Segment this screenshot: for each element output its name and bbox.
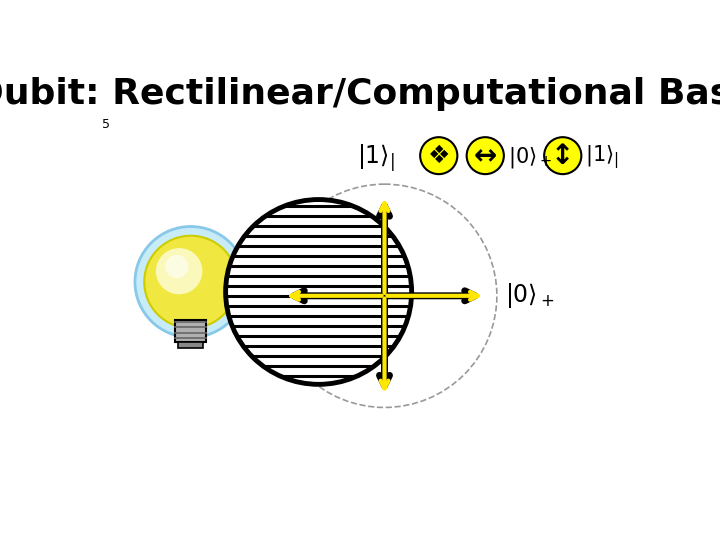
Text: $|1\rangle_|$: $|1\rangle_|$ (585, 144, 619, 171)
Text: ↕: ↕ (551, 143, 575, 171)
Circle shape (544, 137, 581, 174)
Bar (175, 320, 206, 342)
Circle shape (165, 255, 189, 278)
Circle shape (156, 248, 202, 294)
Circle shape (135, 226, 246, 338)
Circle shape (144, 236, 238, 328)
Circle shape (272, 184, 497, 408)
Circle shape (225, 200, 412, 384)
Text: 5: 5 (102, 118, 109, 131)
Text: ↔: ↔ (474, 143, 497, 171)
Text: $|0\rangle_+$: $|0\rangle_+$ (508, 145, 552, 170)
Text: $|1\rangle_|$: $|1\rangle_|$ (357, 141, 395, 173)
Text: ❖: ❖ (428, 144, 450, 168)
Bar (179, 342, 203, 348)
Text: $|0\rangle_+$: $|0\rangle_+$ (505, 281, 554, 310)
Text: Qubit: Rectilinear/Computational Basis: Qubit: Rectilinear/Computational Basis (0, 77, 720, 111)
Circle shape (420, 137, 457, 174)
Circle shape (467, 137, 504, 174)
